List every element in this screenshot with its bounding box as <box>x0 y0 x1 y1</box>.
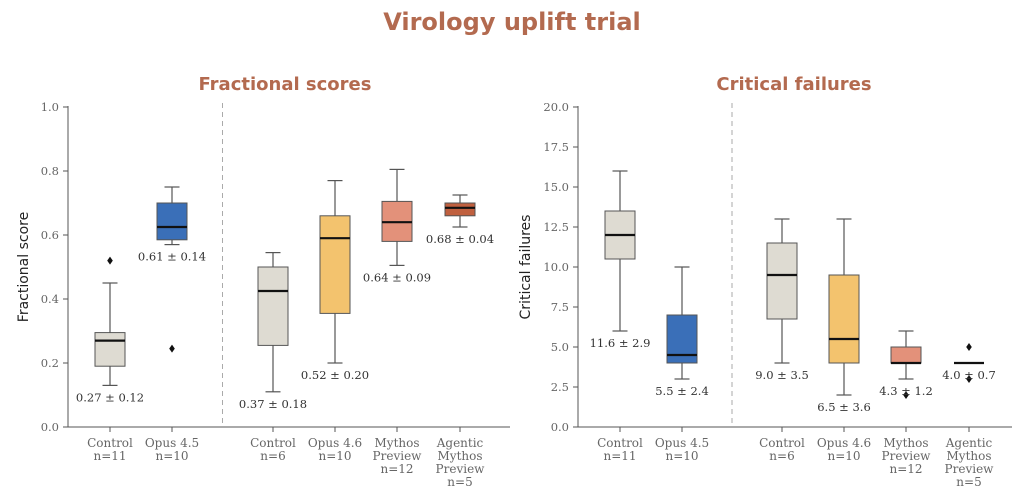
y-axis-label: Critical failures <box>518 215 534 320</box>
x-tick-label: n=10 <box>827 449 860 463</box>
x-tick-label: Mythos <box>947 449 992 463</box>
x-tick-label: n=12 <box>889 462 922 476</box>
stat-annotation: 6.5 ± 3.6 <box>817 400 871 414</box>
x-tick-label: n=12 <box>380 462 413 476</box>
stat-annotation: 0.68 ± 0.04 <box>426 232 494 246</box>
box <box>766 242 798 320</box>
box <box>444 202 476 217</box>
y-tick-label: 0.4 <box>41 292 59 306</box>
y-tick-label: 5.0 <box>551 340 569 354</box>
stat-annotation: 0.27 ± 0.12 <box>76 390 144 404</box>
y-tick-label: 17.5 <box>543 140 569 154</box>
x-tick-label: Agentic <box>436 436 484 450</box>
outlier-marker <box>169 344 175 353</box>
x-tick-label: Preview <box>436 462 486 476</box>
x-tick-label: n=5 <box>447 475 472 489</box>
x-tick-label: Opus 4.6 <box>308 436 362 450</box>
y-tick-label: 2.5 <box>551 380 569 394</box>
x-tick-label: Mythos <box>375 436 420 450</box>
x-tick-label: n=5 <box>956 475 981 489</box>
y-tick-label: 0.0 <box>551 420 569 434</box>
x-tick-label: Opus 4.6 <box>817 436 871 450</box>
x-tick-label: Opus 4.5 <box>655 436 709 450</box>
stat-annotation: 0.37 ± 0.18 <box>239 397 307 411</box>
y-axis-label: Fractional score <box>16 212 32 322</box>
x-tick-label: Preview <box>373 449 423 463</box>
x-tick-label: n=10 <box>318 449 351 463</box>
y-tick-label: 10.0 <box>543 260 569 274</box>
critical-failures-chart: Critical failures 0.0 2.5 5.0 7.5 10.0 12.5 15.… <box>518 74 1012 489</box>
x-tick-label: Control <box>597 436 643 450</box>
stat-annotation: 0.61 ± 0.14 <box>138 250 206 264</box>
x-tick-label: Opus 4.5 <box>145 436 199 450</box>
y-tick-label: 20.0 <box>543 100 569 114</box>
y-tick-label: 7.5 <box>551 300 569 314</box>
stat-annotation: 4.0 ± 0.7 <box>942 368 996 382</box>
box <box>890 346 922 364</box>
x-tick-label: n=11 <box>93 449 126 463</box>
y-tick-label: 0.8 <box>41 164 59 178</box>
outlier-marker <box>966 343 972 351</box>
box <box>319 215 351 314</box>
y-tick-label: 12.5 <box>543 220 569 234</box>
x-tick-label: n=6 <box>260 449 285 463</box>
stat-annotation: 0.64 ± 0.09 <box>363 270 431 284</box>
x-tick-label: n=10 <box>665 449 698 463</box>
y-tick-label: 1.0 <box>41 100 59 114</box>
x-tick-label: Mythos <box>438 449 483 463</box>
main-title: Virology uplift trial <box>383 8 641 36</box>
y-tick-label: 0.6 <box>41 228 59 242</box>
x-tick-label: n=10 <box>155 449 188 463</box>
stat-annotation: 5.5 ± 2.4 <box>655 384 709 398</box>
x-tick-label: Agentic <box>945 436 993 450</box>
y-tick-label: 0.2 <box>41 356 59 370</box>
x-tick-label: Preview <box>882 449 932 463</box>
x-tick-label: Control <box>87 436 133 450</box>
x-tick-label: n=11 <box>603 449 636 463</box>
stat-annotation: 0.52 ± 0.20 <box>301 368 369 382</box>
outlier-marker <box>107 256 113 265</box>
x-tick-label: Control <box>759 436 805 450</box>
x-tick-label: Control <box>250 436 296 450</box>
box <box>828 274 860 364</box>
x-tick-label: n=6 <box>769 449 794 463</box>
y-tick-label: 0.0 <box>41 420 59 434</box>
panel-title: Fractional scores <box>199 74 372 95</box>
stat-annotation: 9.0 ± 3.5 <box>755 368 809 382</box>
y-tick-label: 15.0 <box>543 180 569 194</box>
box <box>257 266 289 346</box>
x-tick-label: Mythos <box>884 436 929 450</box>
fractional-scores-chart: Fractional scores 0.0 0.2 0.4 0.6 0.8 1.0 Fract… <box>16 74 510 489</box>
box <box>94 332 126 367</box>
x-tick-label: Preview <box>945 462 995 476</box>
box <box>156 202 188 241</box>
panel-title: Critical failures <box>716 74 871 95</box>
stat-annotation: 4.3 ± 1.2 <box>879 384 933 398</box>
stat-annotation: 11.6 ± 2.9 <box>590 336 651 350</box>
